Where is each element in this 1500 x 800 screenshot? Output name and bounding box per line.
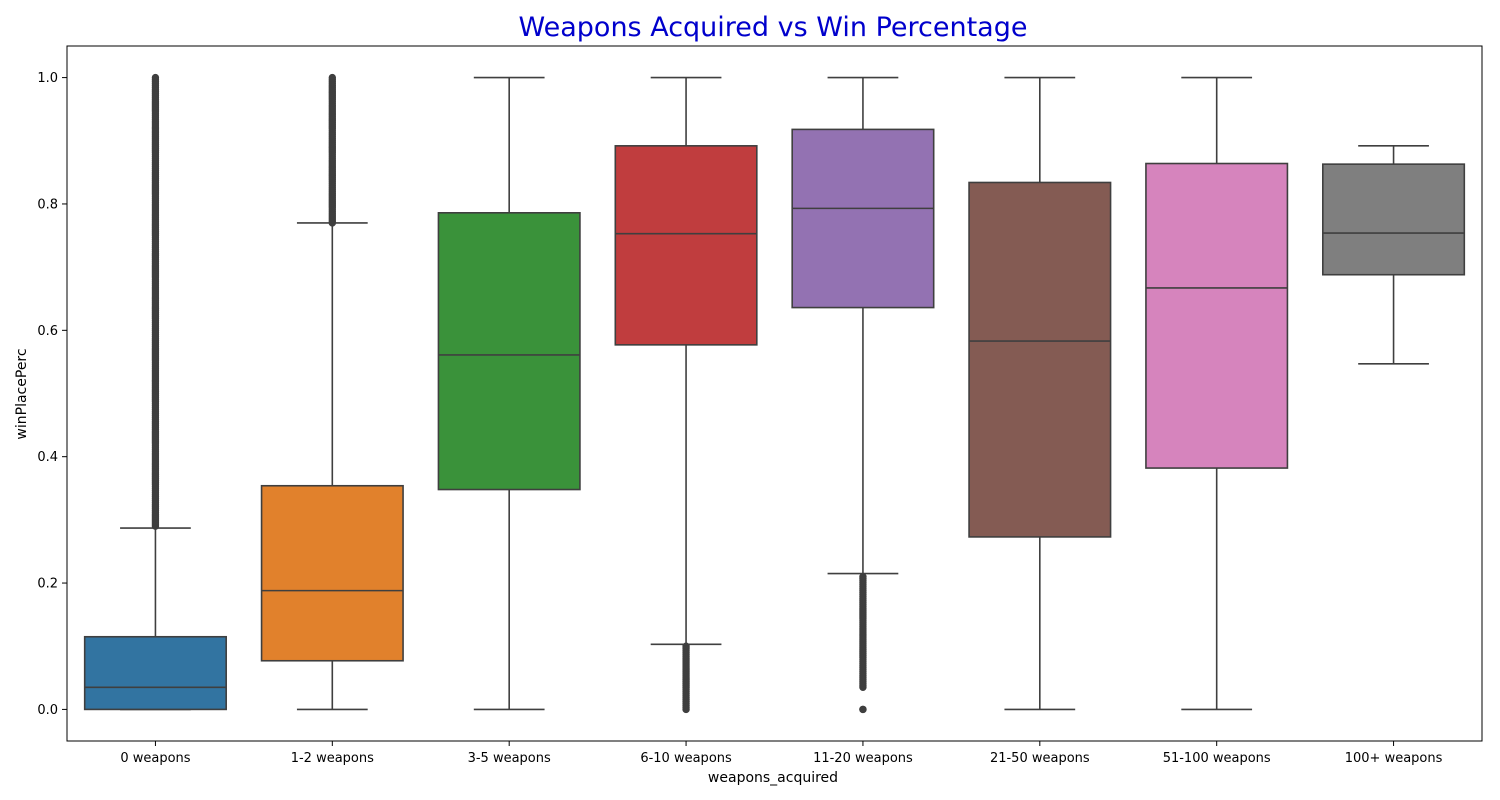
x-tick-label: 3-5 weapons [468, 751, 551, 766]
outlier-point [151, 73, 160, 82]
x-axis-label: weapons_acquired [708, 770, 838, 786]
box [614, 145, 758, 346]
chart-title: Weapons Acquired vs Win Percentage [519, 12, 1028, 43]
outlier-point [859, 705, 867, 714]
y-tick-label: 0.0 [37, 703, 58, 718]
box [791, 128, 935, 309]
x-tick-label: 21-50 weapons [990, 751, 1090, 766]
box [968, 181, 1112, 538]
y-tick-label: 1.0 [37, 71, 58, 86]
y-tick-label: 0.4 [37, 450, 58, 465]
plot-area: 0.0 0.2 0.4 0.6 0.8 1.0 0 weapons 1-2 weapons 3-… [37, 45, 1483, 766]
x-tick-label: 6-10 weapons [640, 751, 732, 766]
x-tick-label: 0 weapons [120, 751, 190, 766]
outlier-point [328, 73, 337, 82]
box [1322, 163, 1466, 276]
plot-frame [66, 45, 1483, 742]
x-tick-label: 100+ weapons [1345, 751, 1443, 766]
y-tick-label: 0.8 [37, 197, 58, 212]
y-tick-label: 0.2 [37, 577, 58, 592]
y-axis-label: winPlacePerc [14, 348, 30, 439]
box [437, 212, 581, 491]
box [83, 635, 227, 711]
box [1145, 162, 1289, 469]
x-tick-label: 11-20 weapons [813, 751, 913, 766]
box [260, 484, 404, 662]
x-tick-label: 51-100 weapons [1163, 751, 1271, 766]
outlier-point [859, 573, 867, 581]
y-tick-label: 0.6 [37, 324, 58, 339]
x-tick-label: 1-2 weapons [291, 751, 374, 766]
